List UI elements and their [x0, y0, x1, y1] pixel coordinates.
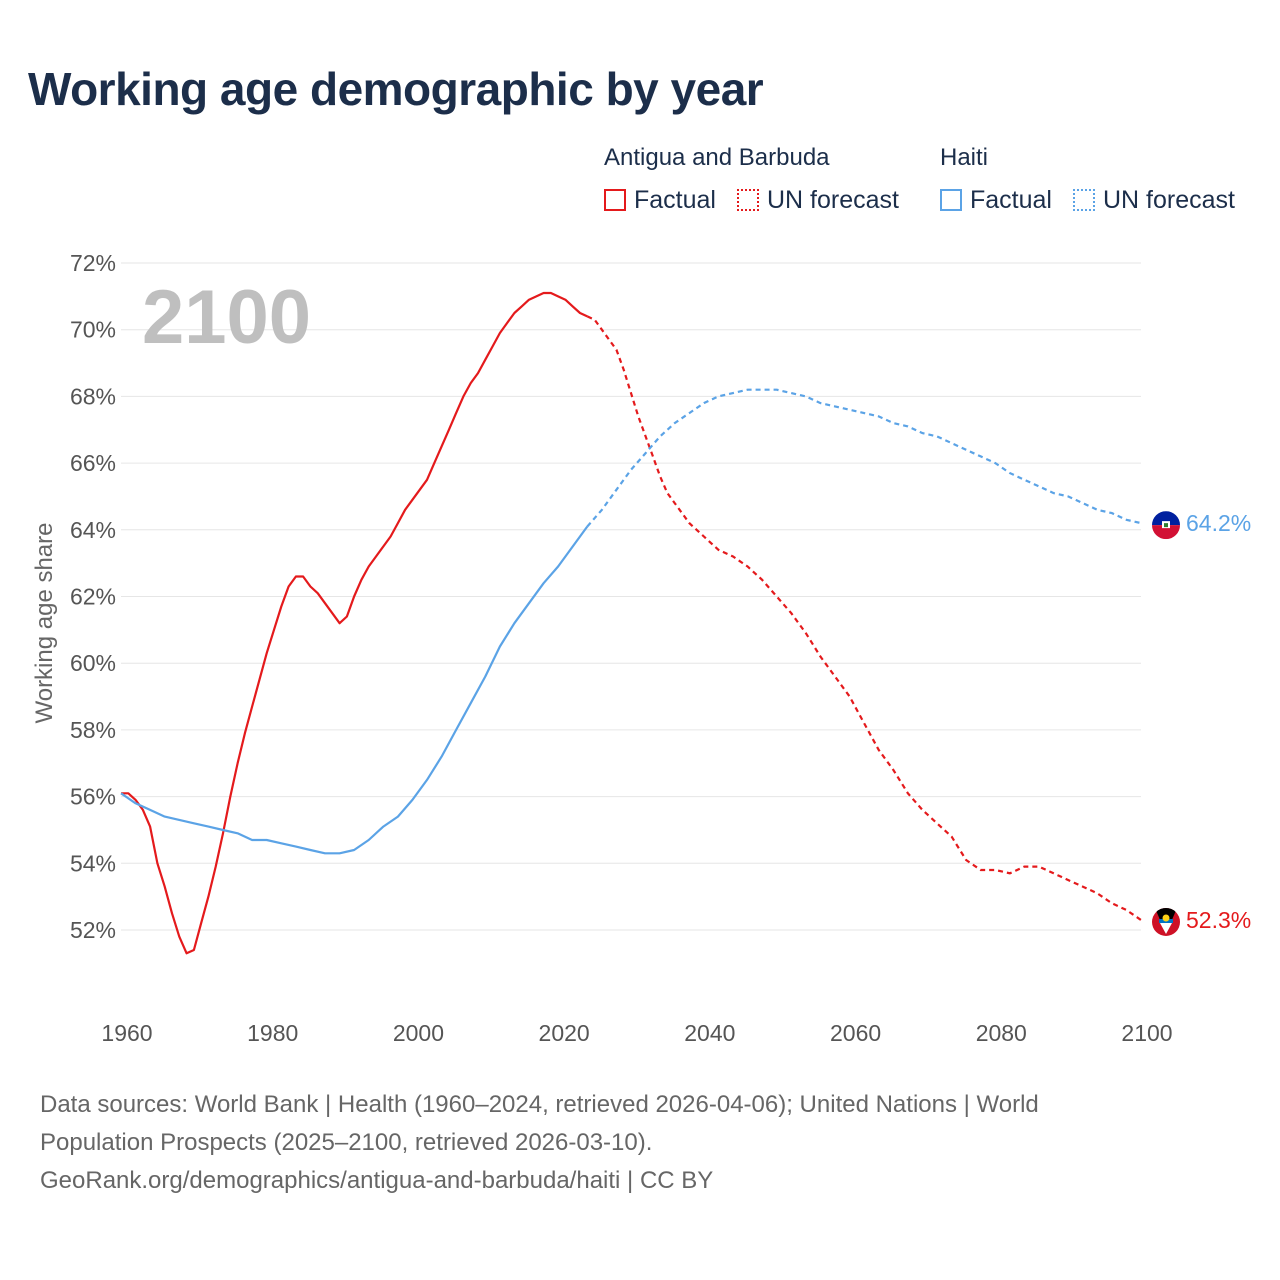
end-markers: 52.3% 64.2%	[1152, 510, 1251, 936]
y-tick-label: 60%	[70, 650, 116, 676]
y-tick-label: 56%	[70, 784, 116, 810]
antigua-and-barbuda-end-label: 52.3%	[1186, 907, 1251, 933]
footer-source-line-1: Data sources: World Bank | Health (1960–…	[40, 1091, 1039, 1118]
legend-haiti-factual[interactable]: Factual	[940, 186, 1052, 214]
x-tick-label: 1980	[247, 1020, 298, 1046]
series-lines	[120, 291, 1142, 955]
legend-antigua-factual-label: Factual	[634, 185, 716, 214]
year-watermark: 2100	[142, 275, 311, 360]
legend-haiti-forecast-label: UN forecast	[1103, 185, 1235, 214]
legend-group-haiti: Haiti	[940, 144, 989, 171]
x-tick-label: 2100	[1121, 1020, 1172, 1046]
legend-antigua-forecast-swatch	[737, 189, 759, 211]
y-axis-title: Working age share	[31, 523, 58, 724]
legend-haiti-forecast[interactable]: UN forecast	[1073, 186, 1235, 214]
x-tick-label: 2040	[684, 1020, 735, 1046]
y-tick-label: 64%	[70, 517, 116, 543]
y-tick-label: 62%	[70, 584, 116, 610]
legend-antigua-forecast-label: UN forecast	[767, 185, 899, 214]
antigua-and-barbuda-factual-line[interactable]	[121, 291, 588, 955]
legend-haiti-factual-swatch	[940, 189, 962, 211]
y-tick-label: 70%	[70, 317, 116, 343]
y-tick-label: 52%	[70, 917, 116, 943]
x-tick-label: 2020	[539, 1020, 590, 1046]
y-tick-labels: 52% 54% 56% 58% 60% 62% 64% 66% 68% 70% 72%	[70, 250, 116, 943]
y-tick-label: 72%	[70, 250, 116, 276]
legend-antigua-forecast[interactable]: UN forecast	[737, 186, 899, 214]
haiti-flag-icon	[1152, 511, 1180, 540]
legend-antigua-factual[interactable]: Factual	[604, 186, 716, 214]
legend-antigua-factual-swatch	[604, 189, 626, 211]
haiti-end-label: 64.2%	[1186, 510, 1251, 536]
x-tick-label: 2000	[393, 1020, 444, 1046]
footer-link[interactable]: GeoRank.org/demographics/antigua-and-bar…	[40, 1167, 714, 1194]
legend-haiti-forecast-swatch	[1073, 189, 1095, 211]
y-tick-label: 54%	[70, 850, 116, 876]
legend-haiti-factual-label: Factual	[970, 185, 1052, 214]
y-tick-label: 66%	[70, 450, 116, 476]
x-tick-label: 1960	[101, 1020, 152, 1046]
antigua-and-barbuda-forecast-line[interactable]	[586, 315, 1142, 921]
antigua-and-barbuda-flag-icon	[1152, 907, 1180, 936]
y-tick-label: 58%	[70, 717, 116, 743]
line-chart: 52%54%56%58%60%62%64%66%68%70%72% 1960 19…	[31, 250, 1251, 1046]
haiti-forecast-line[interactable]	[586, 388, 1142, 528]
footer-source-line-2: Population Prospects (2025–2100, retriev…	[40, 1129, 653, 1156]
grid-lines	[121, 262, 1141, 931]
x-tick-label: 2080	[976, 1020, 1027, 1046]
legend-group-antigua: Antigua and Barbuda	[604, 144, 830, 171]
footer: Data sources: World Bank | Health (1960–…	[40, 1086, 1240, 1200]
x-tick-label: 2060	[830, 1020, 881, 1046]
haiti-factual-line[interactable]	[120, 525, 589, 855]
chart-title: Working age demographic by year	[28, 63, 764, 115]
y-tick-label: 68%	[70, 383, 116, 409]
x-tick-labels: 1960 1980 2000 2020 2040 2060 2080 2100	[101, 1020, 1172, 1046]
